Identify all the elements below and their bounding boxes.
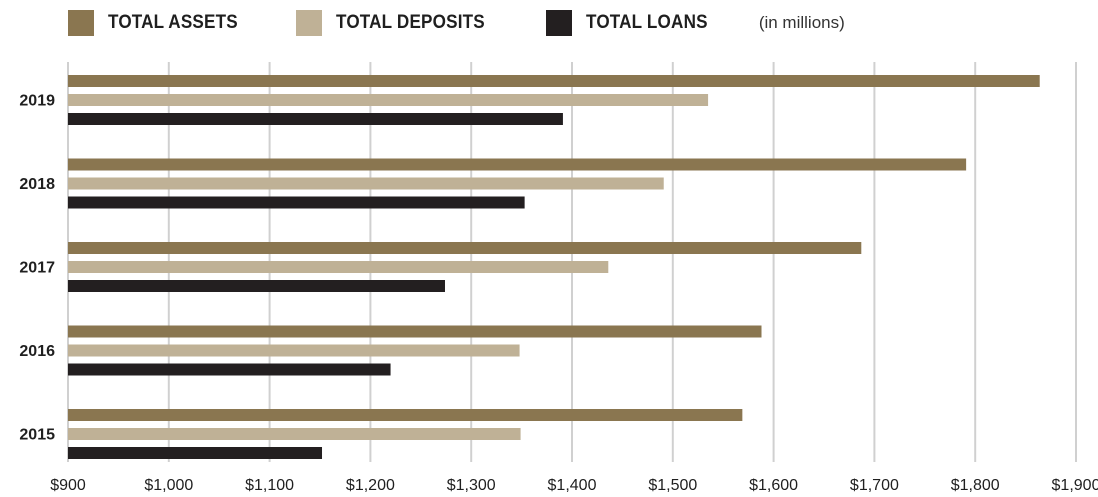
x-tick-label: $1,100 (245, 477, 294, 494)
x-tick-label: $1,500 (648, 477, 697, 494)
deposits-bar (68, 344, 520, 357)
loans-bar (68, 447, 323, 459)
legend-label-loans: TOTAL LOANS (585, 12, 708, 33)
x-tick-label: $1,700 (850, 477, 899, 494)
loans-bar (68, 280, 445, 292)
x-tick-label: $1,900 (1052, 477, 1098, 494)
legend: TOTAL ASSETS TOTAL DEPOSITS TOTAL LOANS … (68, 10, 845, 36)
deposits-bar (68, 428, 521, 440)
x-tick-label: $900 (50, 477, 86, 494)
assets-bar (68, 158, 967, 171)
year-label: 2016 (19, 343, 55, 360)
year-label: 2018 (19, 176, 55, 193)
deposits-bar (68, 177, 664, 190)
unit-note: (in millions) (758, 13, 845, 32)
deposits-bar (68, 261, 609, 273)
year-label: 2015 (19, 427, 55, 444)
year-label: 2019 (19, 93, 55, 110)
legend-swatch-deposits (296, 10, 323, 36)
legend-item-deposits: TOTAL DEPOSITS (296, 10, 501, 36)
assets-bar (68, 325, 762, 338)
x-tick-label: $1,400 (548, 477, 597, 494)
legend-item-loans: TOTAL LOANS (545, 10, 721, 36)
legend-label-deposits: TOTAL DEPOSITS (336, 12, 486, 33)
legend-label-assets: TOTAL ASSETS (108, 12, 238, 33)
x-tick-label: $1,000 (144, 477, 193, 494)
loans-bar (68, 363, 391, 376)
year-label: 2017 (19, 260, 55, 277)
assets-bar (68, 75, 1040, 87)
x-tick-label: $1,800 (951, 477, 1000, 494)
x-tick-label: $1,200 (346, 477, 395, 494)
x-tick-label: $1,600 (749, 477, 798, 494)
legend-item-assets: TOTAL ASSETS (68, 10, 252, 36)
loans-bar (68, 196, 525, 209)
assets-bar (68, 409, 743, 421)
x-tick-label: $1,300 (447, 477, 496, 494)
legend-swatch-loans (545, 10, 572, 36)
assets-bar (68, 242, 862, 254)
legend-swatch-assets (68, 10, 94, 36)
deposits-bar (68, 94, 709, 106)
loans-bar (68, 113, 563, 125)
